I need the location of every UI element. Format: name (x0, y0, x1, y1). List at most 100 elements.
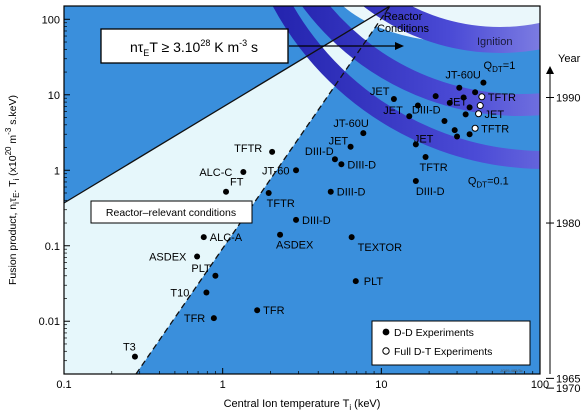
point-label: TFTR (488, 92, 516, 104)
dd-point (194, 253, 201, 260)
reactor-relevant-box (90, 200, 253, 224)
point-label: JET (370, 86, 390, 98)
dd-point (347, 143, 354, 150)
dt-point (475, 110, 483, 118)
footnote: JG95.485/3c (500, 368, 523, 373)
y-tick-label: 1 (54, 165, 60, 177)
point-label: ASDEX (149, 252, 187, 264)
year-tick-label: 1965 (556, 373, 580, 385)
legend-marker-open (382, 347, 390, 355)
year-axis-arrow (546, 66, 554, 74)
dd-point (223, 188, 230, 195)
dd-point (277, 231, 284, 238)
dd-point (210, 315, 217, 322)
point-label: ALC-C (199, 167, 232, 179)
criterion-arrow-head (395, 42, 404, 50)
point-label: JET (383, 105, 403, 117)
point-label: DIII-D (412, 105, 441, 117)
dd-point (352, 278, 359, 285)
dd-point (466, 104, 473, 111)
dt-point (478, 93, 486, 101)
dd-point (348, 234, 355, 241)
reactor-conditions-label-1: Reactor (384, 11, 423, 23)
q-arc-band (272, 6, 540, 169)
x-axis-title: Central Ion temperature Ti (keV) (224, 398, 381, 412)
dd-point (412, 141, 419, 148)
point-label: JET (485, 109, 505, 121)
q-arcs (272, 6, 540, 169)
point-label: TFR (184, 313, 205, 325)
point-label: JT-60U (333, 118, 369, 130)
y-tick-label: 10 (48, 90, 60, 102)
point-label: TEXTOR (358, 242, 402, 254)
dd-point (451, 127, 458, 134)
q-labels: QDT=1 QDT=0.1 (468, 60, 515, 189)
year-tick-label: 1990 (556, 93, 580, 105)
dd-point (460, 94, 467, 101)
point-label: JET (414, 133, 434, 145)
q-arc-band (302, 6, 540, 116)
legend-dd-label: D-D Experiments (394, 327, 474, 339)
point-label: JT-60 (262, 165, 290, 177)
dt-point (471, 124, 479, 132)
dd-point (390, 95, 397, 102)
point-label: ALC-A (210, 232, 243, 244)
dd-point (240, 168, 247, 175)
point-label: TFTR (267, 198, 295, 210)
dd-point (269, 148, 276, 155)
point-label: FT (230, 177, 244, 189)
point-label: TFTR (420, 162, 448, 174)
dd-point (293, 167, 300, 174)
dt-point (476, 102, 484, 110)
year-axis-title: Year (558, 53, 581, 65)
criterion-text: nτET ≥ 3.1028 K m-3 s (130, 38, 258, 58)
dd-point (432, 93, 439, 100)
dd-point (480, 79, 487, 86)
dd-point (327, 188, 334, 195)
x-tick-label: 1 (220, 379, 226, 391)
dd-point (446, 99, 453, 106)
dd-point (212, 272, 219, 279)
criterion-box (100, 28, 289, 64)
point-label: JT-60U (445, 70, 481, 82)
x-tick-label: 0.1 (56, 379, 71, 391)
y-tick-label: 0.1 (45, 241, 60, 253)
dd-point (131, 353, 138, 360)
dd-point (414, 102, 421, 109)
dd-point (412, 178, 419, 185)
dd-point (456, 84, 463, 91)
reactor-relevant-label: Reactor–relevant conditions (106, 207, 236, 219)
point-label: DIII-D (416, 186, 445, 198)
point-label: TFTR (481, 123, 509, 135)
dd-point (466, 131, 473, 138)
dd-point (254, 307, 261, 314)
dd-boundary-line (135, 5, 391, 375)
dd-point (265, 189, 272, 196)
data-points: T3 TFR TFR T10 PLT PLT ASDEX ALC-A ASDEX TEXTOR DI… (123, 70, 516, 360)
dd-point (454, 133, 461, 140)
point-label: DIII-D (337, 187, 366, 199)
y-tick-label: 100 (42, 14, 60, 26)
legend-box (371, 320, 531, 366)
point-label: PLT (364, 276, 384, 288)
dd-point (200, 234, 207, 241)
upper-boundary-line (63, 5, 391, 204)
point-label: TFTR (234, 143, 262, 155)
point-label: DIII-D (305, 146, 334, 158)
dd-point (203, 289, 210, 296)
plot-frame (63, 5, 541, 375)
dd-point (472, 89, 479, 96)
y-axis: 100 10 1 0.1 0.01 (39, 14, 70, 375)
year-tick-label: 1970 (556, 383, 580, 395)
x-axis: 0.1 1 10 100 (56, 368, 549, 391)
dd-point (462, 111, 469, 118)
dd-point (422, 153, 429, 160)
point-label: TFR (263, 305, 284, 317)
y-tick-label: 0.01 (39, 316, 60, 328)
point-label: PLT (191, 263, 211, 275)
year-tick-label: 1980 (556, 218, 580, 230)
dd-point (338, 161, 345, 168)
point-label: T3 (123, 342, 136, 354)
